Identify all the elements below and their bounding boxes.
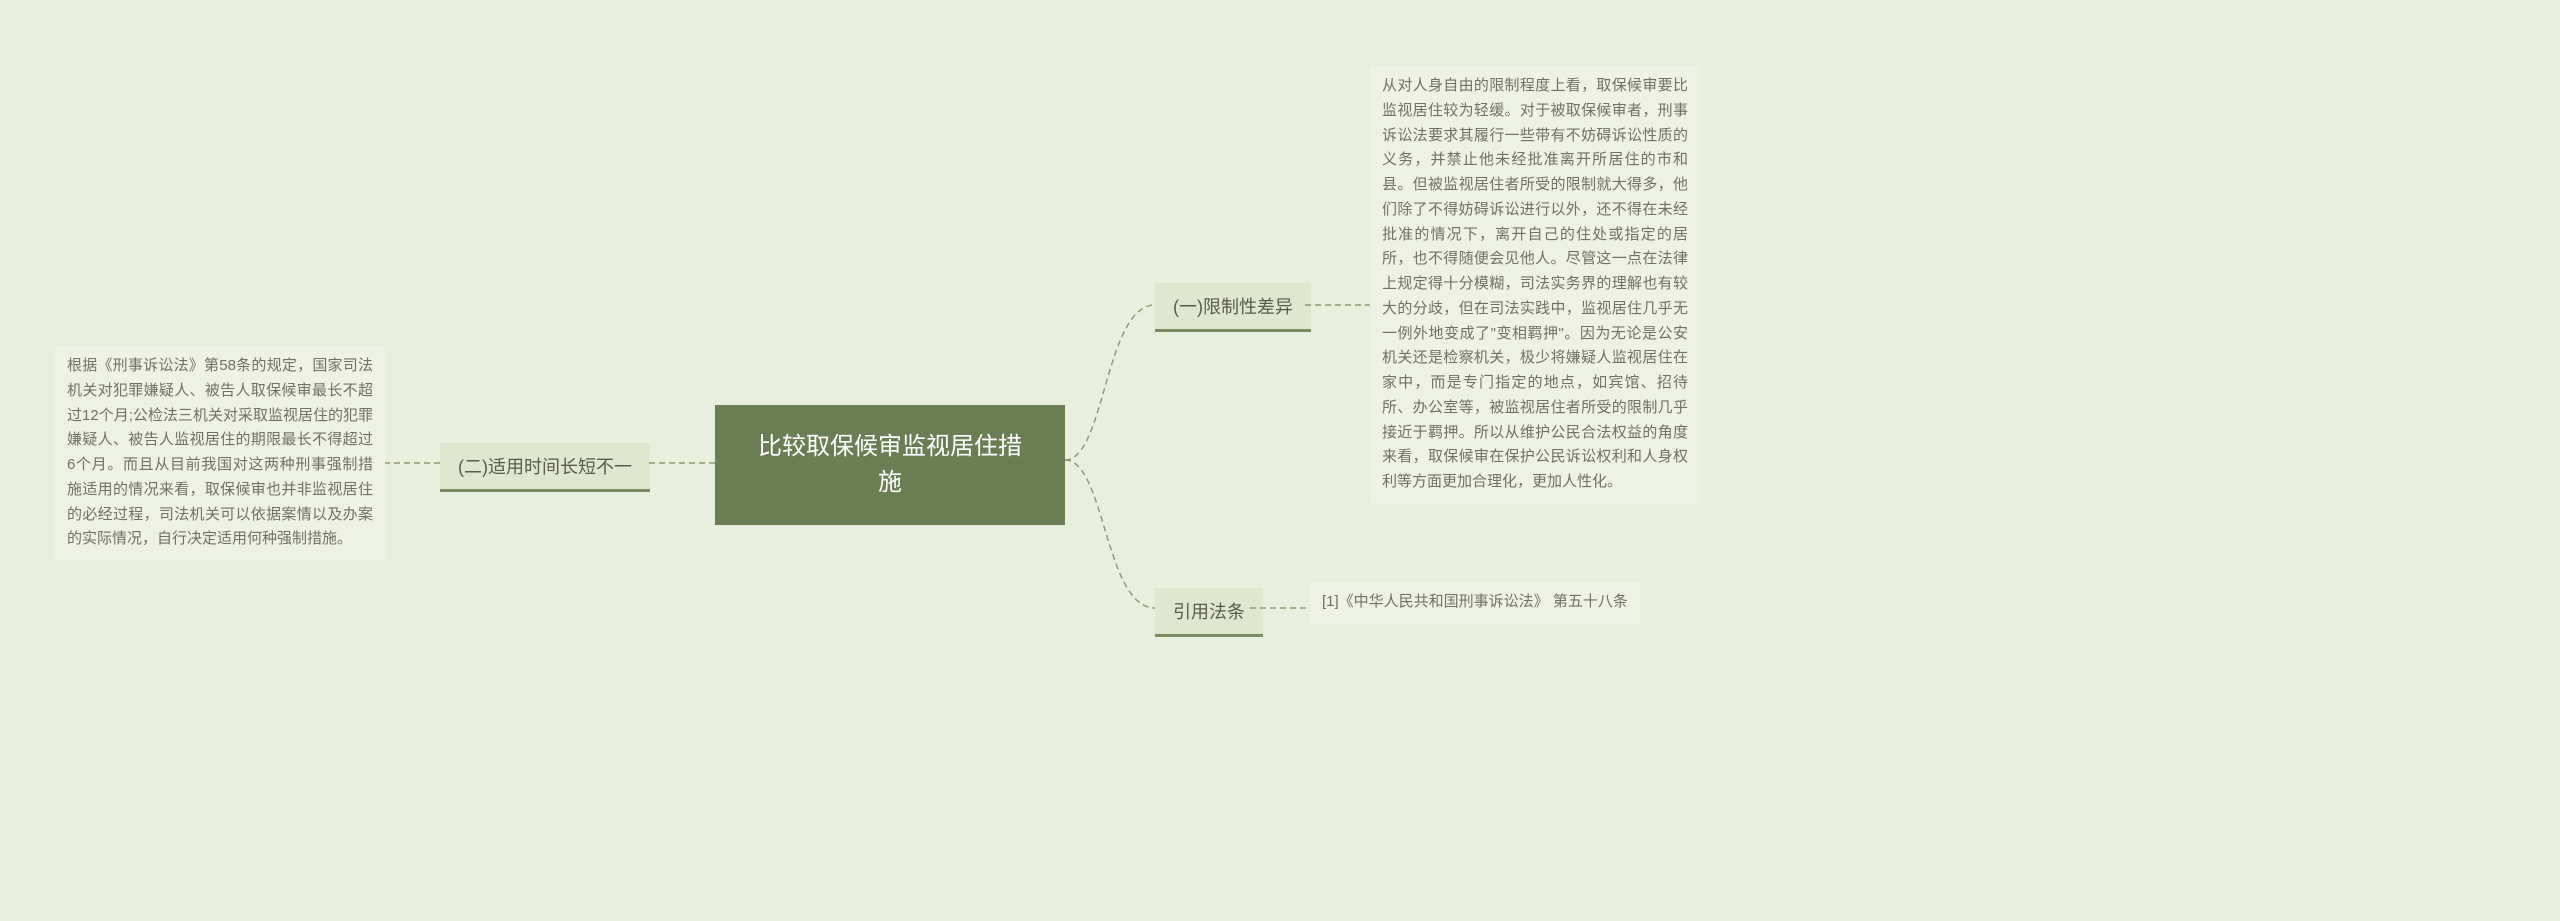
connector-center-right-top xyxy=(1065,290,1160,470)
leaf-left: 根据《刑事诉讼法》第58条的规定，国家司法机关对犯罪嫌疑人、被告人取保候审最长不… xyxy=(55,346,385,560)
branch-left-label: (二)适用时间长短不一 xyxy=(458,457,632,477)
branch-right-bottom: 引用法条 xyxy=(1155,588,1263,637)
leaf-right-bottom: [1]《中华人民共和国刑事诉讼法》 第五十八条 xyxy=(1310,582,1640,623)
connector-center-right-bottom xyxy=(1065,455,1160,620)
connector-center-left xyxy=(645,440,720,490)
branch-right-bottom-label: 引用法条 xyxy=(1173,602,1245,622)
leaf-left-text: 根据《刑事诉讼法》第58条的规定，国家司法机关对犯罪嫌疑人、被告人取保候审最长不… xyxy=(67,357,373,547)
leaf-right-top: 从对人身自由的限制程度上看，取保候审要比监视居住较为轻缓。对于被取保候审者，刑事… xyxy=(1370,66,1700,503)
branch-right-top: (一)限制性差异 xyxy=(1155,283,1311,332)
branch-right-top-label: (一)限制性差异 xyxy=(1173,297,1293,317)
connector-right-top-leaf xyxy=(1305,290,1375,320)
center-title-line2: 施 xyxy=(878,469,902,496)
leaf-right-bottom-text: [1]《中华人民共和国刑事诉讼法》 第五十八条 xyxy=(1322,593,1628,610)
leaf-right-top-text: 从对人身自由的限制程度上看，取保候审要比监视居住较为轻缓。对于被取保候审者，刑事… xyxy=(1382,77,1688,490)
center-title-line1: 比较取保候审监视居住措 xyxy=(758,433,1022,460)
connector-left-branch-leaf xyxy=(385,440,445,490)
center-node: 比较取保候审监视居住措 施 xyxy=(715,405,1065,525)
branch-left: (二)适用时间长短不一 xyxy=(440,443,650,492)
